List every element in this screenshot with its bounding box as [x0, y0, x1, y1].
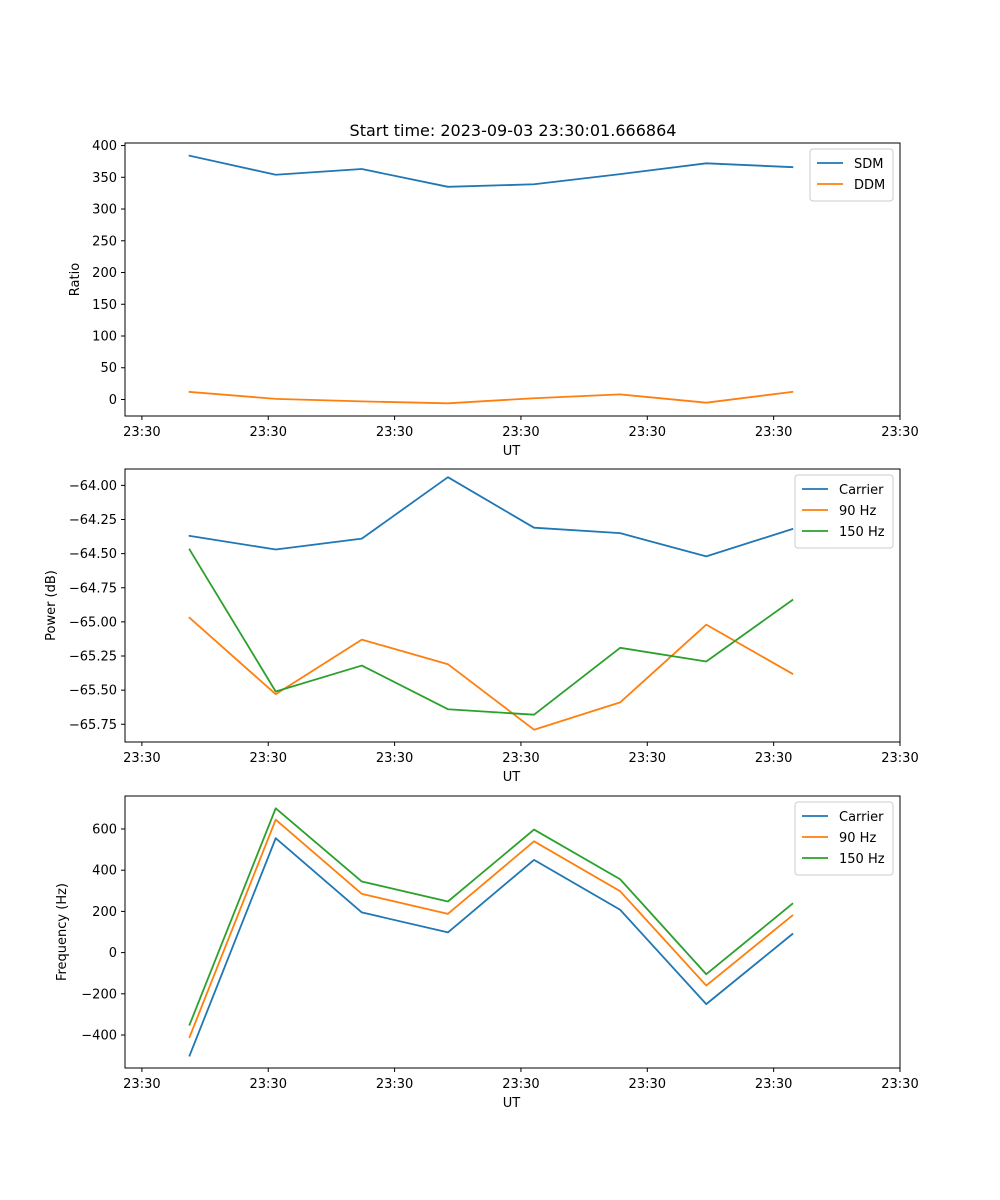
legend-box [794, 474, 894, 549]
series-line-sdm [188, 154, 794, 188]
x-tick-label: 23:30 [881, 1077, 918, 1092]
y-tick-label: 100 [92, 330, 117, 345]
x-tick-label: 23:30 [376, 751, 413, 766]
chart-panels: 23:3023:3023:3023:3023:3023:3023:3023:31… [44, 139, 919, 1111]
y-tick-label: −65.75 [69, 718, 117, 733]
y-tick-label: 300 [92, 203, 117, 218]
y-tick-label: 200 [92, 266, 117, 281]
series-line-carrier [188, 837, 794, 1057]
y-tick-label: 150 [92, 298, 117, 313]
legend-box [794, 801, 894, 876]
x-tick-label: 23:30 [629, 425, 666, 440]
legend-label: 150 Hz [839, 525, 885, 540]
y-tick-label: −65.50 [69, 684, 117, 699]
x-tick-label: 23:30 [376, 425, 413, 440]
series-line-90-hz [188, 616, 794, 731]
series-line-150-hz [188, 548, 794, 716]
series-line-150-hz [188, 807, 794, 1026]
x-tick-label: 23:30 [881, 751, 918, 766]
figure-title: Start time: 2023-09-03 23:30:01.666864 [350, 121, 677, 140]
legend-label: Carrier [839, 810, 884, 825]
legend-label: 90 Hz [839, 504, 876, 519]
series-line-ddm [188, 390, 794, 405]
y-tick-label: −64.25 [69, 513, 117, 528]
legend: Carrier 90 Hz 150 Hz [794, 474, 894, 549]
legend-label: 150 Hz [839, 852, 885, 867]
y-tick-label: −64.00 [69, 479, 117, 494]
y-axis-label: Power (dB) [44, 570, 59, 641]
legend-box [809, 148, 894, 202]
x-tick-label: 23:30 [250, 1077, 287, 1092]
y-tick-label: −200 [81, 987, 117, 1002]
y-tick-label: −64.50 [69, 547, 117, 562]
y-axis-label: Frequency (Hz) [55, 883, 70, 981]
y-tick-label: 0 [109, 946, 117, 961]
x-tick-label: 23:30 [755, 425, 792, 440]
legend-label: SDM [854, 157, 883, 172]
series-line-90-hz [188, 818, 794, 1039]
x-tick-label: 23:30 [376, 1077, 413, 1092]
y-tick-label: 50 [100, 361, 117, 376]
y-tick-label: 200 [92, 905, 117, 920]
legend-label: 90 Hz [839, 831, 876, 846]
x-tick-label: 23:30 [755, 751, 792, 766]
plot-frame [124, 468, 901, 743]
plot-frame [124, 142, 901, 417]
x-tick-label: 23:30 [123, 425, 160, 440]
y-tick-label: −65.00 [69, 615, 117, 630]
y-tick-label: 400 [92, 139, 117, 154]
x-tick-label: 23:30 [881, 425, 918, 440]
chart-panel-3: 23:3023:3023:3023:3023:3023:3023:3023:31… [55, 795, 919, 1111]
series-line-carrier [188, 476, 794, 558]
x-axis-label: UT [503, 1096, 521, 1111]
legend-label: Carrier [839, 483, 884, 498]
y-tick-label: −400 [81, 1029, 117, 1044]
y-tick-label: 250 [92, 234, 117, 249]
x-tick-label: 23:30 [755, 1077, 792, 1092]
chart-panel-1: 23:3023:3023:3023:3023:3023:3023:3023:31… [68, 139, 919, 459]
plot-frame [124, 795, 901, 1069]
y-axis-label: Ratio [68, 263, 83, 296]
x-tick-label: 23:30 [123, 751, 160, 766]
x-tick-label: 23:30 [250, 751, 287, 766]
x-tick-label: 23:30 [502, 425, 539, 440]
x-tick-label: 23:30 [502, 751, 539, 766]
x-axis-label: UT [503, 444, 521, 459]
x-tick-label: 23:30 [250, 425, 287, 440]
y-tick-label: 600 [92, 822, 117, 837]
y-tick-label: 0 [109, 393, 117, 408]
y-tick-label: −65.25 [69, 650, 117, 665]
x-tick-label: 23:30 [629, 1077, 666, 1092]
legend: Carrier 90 Hz 150 Hz [794, 801, 894, 876]
legend: SDM DDM [809, 148, 894, 202]
chart-panel-2: 23:3023:3023:3023:3023:3023:3023:3023:31… [44, 468, 919, 785]
y-tick-label: 400 [92, 864, 117, 879]
x-tick-label: 23:30 [629, 751, 666, 766]
legend-label: DDM [854, 178, 885, 193]
x-tick-label: 23:30 [123, 1077, 160, 1092]
y-tick-label: 350 [92, 171, 117, 186]
x-axis-label: UT [503, 770, 521, 785]
x-tick-label: 23:30 [502, 1077, 539, 1092]
y-tick-label: −64.75 [69, 581, 117, 596]
